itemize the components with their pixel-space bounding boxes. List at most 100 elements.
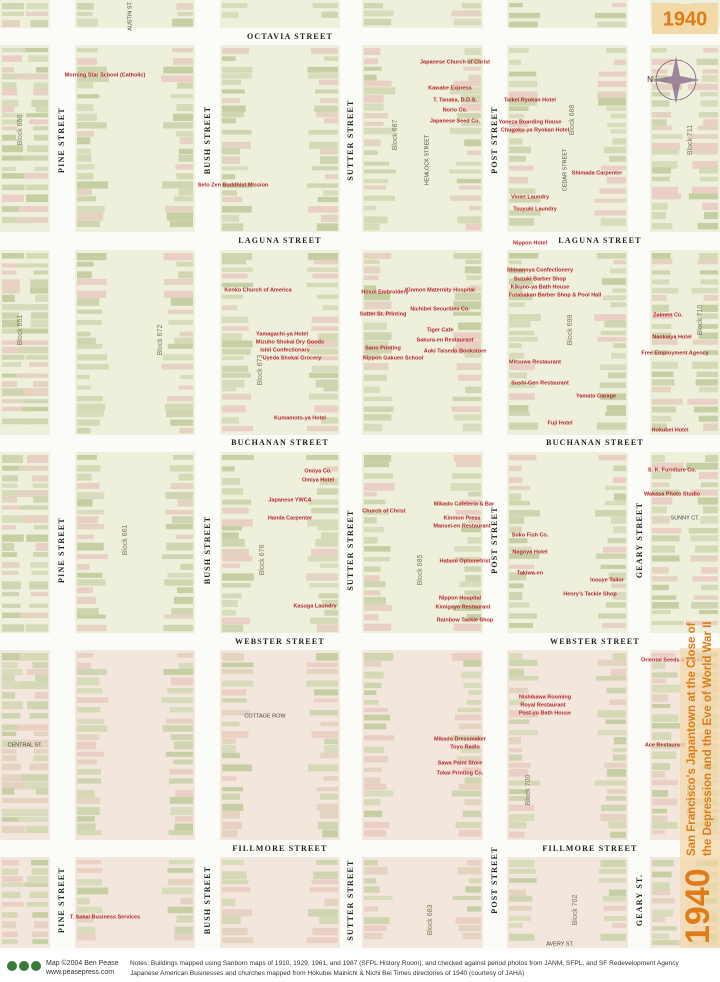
building: [169, 220, 193, 228]
building: [652, 324, 672, 329]
building: [652, 100, 670, 107]
building: [687, 134, 718, 139]
building: [77, 554, 108, 560]
building: [608, 572, 626, 581]
building: [2, 825, 25, 834]
building: [306, 455, 338, 460]
building: [162, 354, 193, 361]
building: [175, 816, 193, 822]
building: [364, 195, 395, 201]
building: [509, 895, 533, 902]
building: [176, 104, 193, 112]
building: [604, 320, 626, 328]
building: [596, 253, 626, 259]
business-label: Mitsuwa Restaurant: [509, 359, 561, 365]
building: [2, 675, 15, 683]
building: [698, 324, 718, 329]
block-number: Block 699: [567, 315, 574, 346]
building: [2, 624, 25, 632]
building: [35, 106, 48, 113]
building: [2, 166, 16, 172]
building: [2, 106, 15, 113]
building: [222, 253, 253, 261]
street-label: PINE STREET: [57, 517, 66, 583]
building: [77, 11, 93, 17]
building: [464, 48, 481, 56]
building: [597, 80, 626, 88]
building: [320, 752, 338, 759]
building: [509, 710, 538, 718]
business-label: Henry's Tackle Shop: [563, 591, 617, 597]
building: [2, 194, 24, 203]
building: [317, 196, 338, 203]
building: [2, 113, 24, 118]
building: [364, 878, 377, 884]
building: [173, 455, 193, 460]
building: [2, 681, 31, 689]
building: [222, 214, 240, 222]
building: [77, 113, 97, 122]
building: [691, 186, 718, 194]
business-label: Toyo Radio: [450, 744, 480, 750]
building: [222, 393, 252, 400]
street-label: FILLMORE STREET: [232, 844, 327, 853]
building: [2, 490, 33, 497]
building: [222, 196, 243, 203]
building: [703, 295, 718, 301]
building: [464, 266, 481, 274]
building: [170, 734, 193, 741]
building: [169, 465, 193, 472]
building: [455, 509, 481, 515]
building: [2, 312, 20, 319]
building: [612, 748, 626, 753]
building: [652, 339, 678, 345]
building: [698, 111, 718, 118]
building: [77, 66, 107, 74]
building: [461, 95, 481, 103]
building: [173, 759, 193, 765]
building: [35, 67, 48, 73]
building: [173, 596, 193, 604]
building: [652, 909, 673, 917]
building: [33, 134, 48, 141]
building: [466, 906, 481, 912]
building: [652, 211, 666, 220]
building: [705, 455, 718, 463]
building: [690, 535, 718, 542]
building: [457, 216, 481, 224]
building: [222, 710, 251, 716]
building: [180, 897, 193, 905]
building: [77, 331, 91, 337]
building: [698, 332, 718, 339]
building: [17, 817, 48, 822]
building: [461, 526, 481, 533]
building: [2, 55, 22, 63]
building: [364, 746, 385, 753]
building: [364, 829, 387, 837]
building: [319, 563, 338, 568]
building: [324, 744, 338, 753]
business-label: Hokubei Hotel: [652, 427, 689, 433]
building: [451, 10, 481, 17]
business-label: Morning Star School (Catholic): [65, 72, 146, 78]
building: [509, 260, 522, 265]
building: [162, 725, 193, 732]
building: [465, 886, 481, 893]
building: [700, 176, 718, 182]
building: [222, 48, 249, 55]
building: [608, 821, 626, 829]
building: [222, 764, 252, 772]
business-label: T. Sakai Business Services: [70, 914, 140, 920]
business-label: Nichibei Securities Co.: [410, 306, 470, 312]
building: [453, 311, 481, 316]
building: [322, 829, 338, 838]
building: [32, 931, 48, 938]
building: [509, 393, 535, 400]
street-label: PINE STREET: [57, 107, 66, 173]
building: [19, 798, 48, 803]
building: [2, 921, 16, 929]
building: [597, 710, 626, 718]
building: [320, 810, 338, 819]
building: [468, 205, 481, 211]
building: [652, 295, 667, 301]
